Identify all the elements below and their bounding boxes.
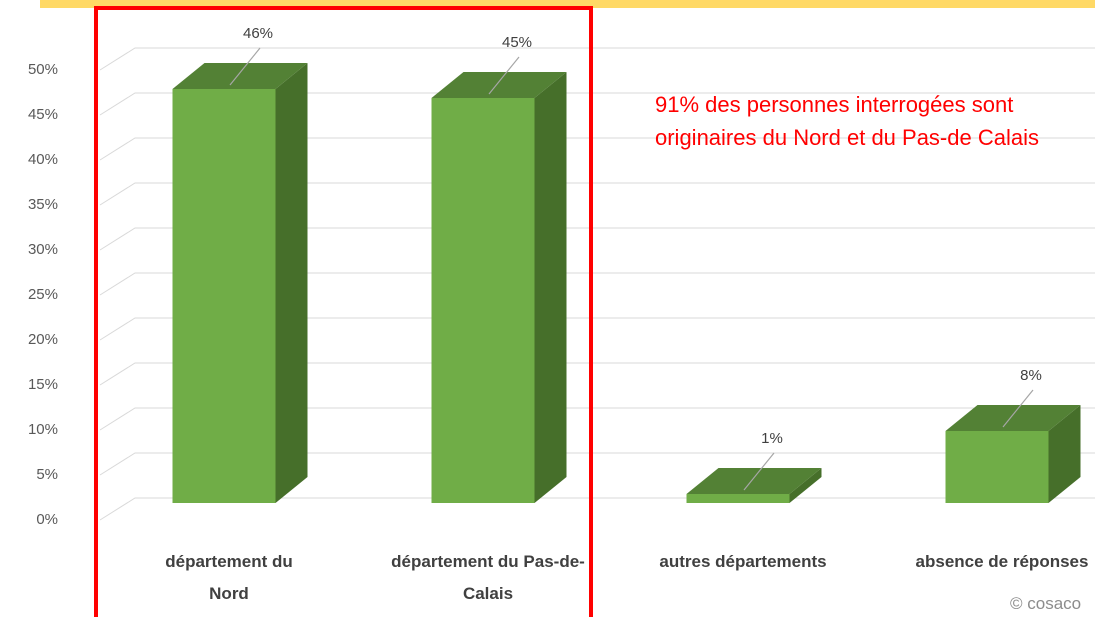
bar-side <box>789 468 822 503</box>
y-tick-label: 30% <box>28 241 58 258</box>
y-tick-label: 40% <box>28 151 58 168</box>
bar-top <box>686 468 822 494</box>
bar <box>172 89 276 503</box>
y-tick-label: 0% <box>36 511 58 528</box>
bar-side <box>1048 405 1081 503</box>
x-tick-label: absence de réponses <box>915 552 1089 571</box>
leader-line <box>488 56 520 95</box>
value-label: 8% <box>1020 367 1042 384</box>
value-label: 1% <box>761 430 783 447</box>
grid-line <box>99 137 1095 161</box>
y-tick-label: 35% <box>28 196 58 213</box>
y-tick-label: 15% <box>28 376 58 393</box>
annotation: 91% des personnes interrogées sont origi… <box>655 92 1039 150</box>
y-tick-label: 50% <box>28 61 58 78</box>
value-label: 46% <box>243 25 273 42</box>
top-strip <box>40 0 1095 8</box>
y-tick-label: 25% <box>28 286 58 303</box>
grid-line <box>99 182 1095 206</box>
grid-line <box>99 407 1095 431</box>
grid-line <box>99 272 1095 296</box>
grid-line <box>99 452 1095 476</box>
grid-line <box>99 47 1095 71</box>
x-tick-label: autres départements <box>659 552 827 571</box>
bar-top <box>945 405 1081 431</box>
grid-line <box>99 317 1095 341</box>
credit: © cosaco <box>1010 594 1082 613</box>
bar <box>431 98 535 503</box>
grid-line <box>99 227 1095 251</box>
leader-line <box>743 452 775 491</box>
y-tick-label: 5% <box>36 466 58 483</box>
grid-line <box>99 92 1095 116</box>
x-tick-label: département du Nord <box>165 552 293 603</box>
grid-line <box>99 362 1095 386</box>
y-tick-label: 10% <box>28 421 58 438</box>
y-tick-label: 20% <box>28 331 58 348</box>
leader-line <box>1002 389 1034 428</box>
bar-side <box>275 63 308 503</box>
leader-line <box>229 47 261 86</box>
y-tick-label: 45% <box>28 106 58 123</box>
value-label: 45% <box>502 34 532 51</box>
x-tick-label: département du Pas-de-Calais <box>391 552 585 603</box>
bar-side <box>534 72 567 503</box>
bar-top <box>172 63 308 89</box>
highlight-box <box>94 6 593 617</box>
bar <box>686 494 790 503</box>
bar <box>945 431 1049 503</box>
bar-top <box>431 72 567 98</box>
